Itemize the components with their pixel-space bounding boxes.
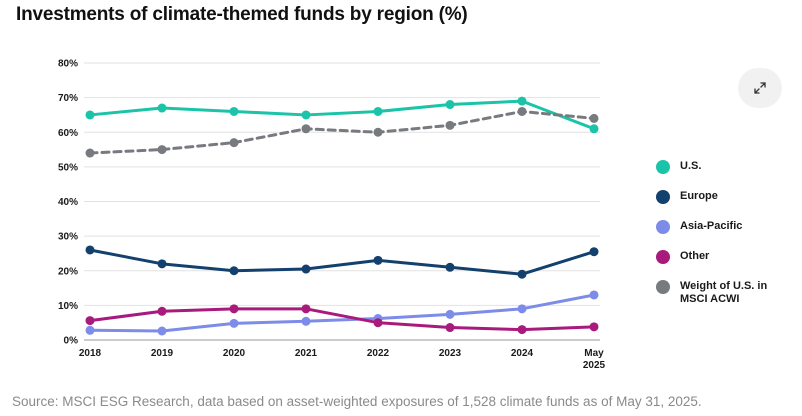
legend-swatch	[656, 280, 670, 294]
series-u-s	[85, 96, 599, 134]
data-point[interactable]	[301, 316, 311, 326]
data-point[interactable]	[229, 106, 239, 116]
data-point[interactable]	[229, 318, 239, 328]
data-point[interactable]	[157, 103, 167, 113]
legend-swatch	[656, 250, 670, 264]
data-point[interactable]	[373, 255, 383, 265]
y-tick-label: 30%	[58, 232, 78, 243]
x-tick-label: 2021	[295, 348, 318, 359]
data-point[interactable]	[85, 245, 95, 255]
data-point[interactable]	[157, 326, 167, 336]
gridlines	[84, 62, 600, 341]
data-point[interactable]	[85, 325, 95, 335]
legend-swatch	[656, 190, 670, 204]
data-point[interactable]	[301, 264, 311, 274]
series-line	[88, 307, 596, 332]
legend-label: Other	[680, 250, 710, 262]
series-other	[85, 304, 599, 335]
legend-item[interactable]: Europe	[656, 190, 796, 204]
data-point[interactable]	[517, 269, 527, 279]
data-point[interactable]	[229, 266, 239, 276]
data-point[interactable]	[517, 304, 527, 314]
x-tick-label: 2025	[583, 360, 606, 371]
data-point[interactable]	[157, 259, 167, 269]
data-point[interactable]	[445, 120, 455, 130]
y-axis: 0% 10% 20% 30% 40% 50% 60% 70% 80%	[58, 59, 78, 347]
x-tick-label: 2019	[151, 348, 174, 359]
data-point[interactable]	[517, 106, 527, 116]
data-point[interactable]	[373, 127, 383, 137]
x-tick-label: 2022	[367, 348, 390, 359]
series-europe	[85, 245, 599, 279]
x-tick-label: 2018	[79, 348, 102, 359]
expand-button[interactable]	[738, 68, 782, 108]
y-tick-label: 80%	[58, 59, 78, 70]
legend-item[interactable]: Asia-Pacific	[656, 220, 796, 234]
data-point[interactable]	[157, 306, 167, 316]
data-point[interactable]	[301, 124, 311, 134]
series-line	[88, 248, 596, 276]
legend: U.S. Europe Asia-Pacific Other Weight of U.S…	[656, 160, 796, 322]
legend-item[interactable]: Weight of U.S. in MSCI ACWI	[656, 280, 796, 306]
x-tick-label: 2023	[439, 348, 462, 359]
y-tick-label: 40%	[58, 197, 78, 208]
data-point[interactable]	[157, 145, 167, 155]
data-point[interactable]	[589, 113, 599, 123]
series-layer	[85, 96, 599, 336]
data-point[interactable]	[445, 100, 455, 110]
legend-label: Weight of U.S. in MSCI ACWI	[680, 280, 768, 305]
data-point[interactable]	[445, 323, 455, 333]
source-note: Source: MSCI ESG Research, data based on…	[12, 394, 702, 409]
series-weight-of-u-s-in-msci-acwi	[85, 106, 599, 158]
data-point[interactable]	[85, 110, 95, 120]
legend-item[interactable]: Other	[656, 250, 796, 264]
y-tick-label: 60%	[58, 128, 78, 139]
data-point[interactable]	[517, 325, 527, 335]
data-point[interactable]	[373, 318, 383, 328]
x-tick-label: 2020	[223, 348, 246, 359]
data-point[interactable]	[517, 96, 527, 106]
legend-swatch	[656, 160, 670, 174]
series-line	[88, 99, 596, 131]
legend-label: Asia-Pacific	[680, 220, 743, 232]
data-point[interactable]	[589, 290, 599, 300]
legend-label: U.S.	[680, 160, 702, 172]
series-line	[88, 109, 596, 155]
y-tick-label: 0%	[64, 336, 79, 347]
expand-arrows-icon	[754, 82, 766, 94]
legend-swatch	[656, 220, 670, 234]
data-point[interactable]	[229, 304, 239, 314]
series-line	[88, 293, 596, 333]
x-tick-label: May	[584, 348, 604, 359]
legend-label: Europe	[680, 190, 718, 202]
data-point[interactable]	[85, 316, 95, 326]
y-tick-label: 20%	[58, 266, 78, 277]
data-point[interactable]	[229, 138, 239, 148]
y-tick-label: 50%	[58, 162, 78, 173]
data-point[interactable]	[589, 247, 599, 257]
legend-item[interactable]: U.S.	[656, 160, 796, 174]
y-tick-label: 10%	[58, 301, 78, 312]
data-point[interactable]	[373, 106, 383, 116]
data-point[interactable]	[589, 322, 599, 332]
data-point[interactable]	[301, 110, 311, 120]
data-point[interactable]	[301, 304, 311, 314]
x-tick-label: 2024	[511, 348, 534, 359]
chart-title: Investments of climate-themed funds by r…	[16, 4, 468, 25]
y-tick-label: 70%	[58, 93, 78, 104]
data-point[interactable]	[445, 309, 455, 319]
data-point[interactable]	[85, 148, 95, 158]
data-point[interactable]	[589, 124, 599, 134]
data-point[interactable]	[445, 262, 455, 272]
